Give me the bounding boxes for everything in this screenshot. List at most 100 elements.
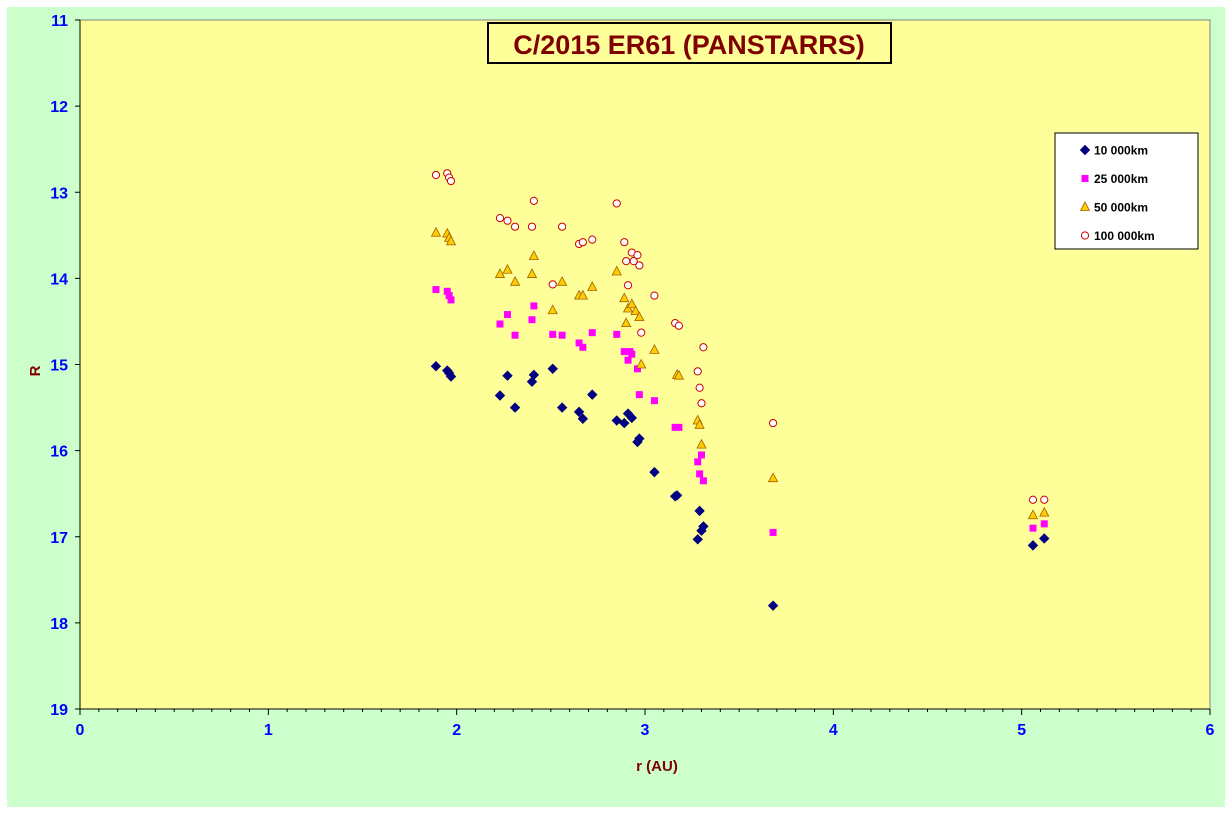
legend-label: 10 000km — [1094, 144, 1148, 158]
data-point — [558, 331, 566, 339]
legend: 10 000km 25 000km 50 000km 100 000km — [1054, 132, 1199, 250]
data-point — [494, 268, 506, 278]
data-point — [634, 433, 645, 444]
data-point — [509, 275, 521, 286]
legend-marker — [1081, 175, 1089, 182]
x-tick-label: 1 — [264, 722, 273, 739]
data-point — [698, 451, 705, 459]
data-point — [673, 369, 685, 380]
data-point — [443, 287, 451, 295]
data-point — [496, 320, 504, 328]
data-point — [620, 348, 628, 356]
y-tick-label: 14 — [50, 271, 68, 288]
data-point — [671, 490, 683, 501]
data-point — [573, 406, 585, 418]
data-point — [696, 438, 707, 449]
data-points — [430, 169, 1050, 611]
data-point — [432, 286, 440, 294]
data-point — [626, 298, 637, 309]
data-point — [696, 470, 704, 478]
data-point — [577, 413, 589, 424]
data-point — [445, 292, 453, 300]
data-point — [1040, 520, 1048, 528]
legend-label: 25 000km — [1094, 172, 1148, 186]
data-point — [575, 339, 583, 347]
y-tick-label: 13 — [50, 185, 68, 202]
data-point — [621, 317, 632, 328]
data-point — [1027, 540, 1039, 551]
data-point — [495, 213, 505, 223]
y-tick-label: 12 — [50, 99, 68, 116]
data-point — [693, 367, 702, 376]
x-axis-title: r (AU) — [636, 758, 678, 775]
data-point — [579, 343, 587, 351]
data-point — [612, 199, 621, 208]
data-point — [622, 257, 631, 266]
data-point — [699, 343, 708, 352]
data-point — [430, 361, 442, 372]
data-point — [623, 281, 633, 290]
data-point — [611, 415, 622, 426]
data-point — [613, 330, 621, 338]
data-point — [635, 261, 644, 270]
data-point — [587, 281, 598, 291]
data-point — [649, 344, 660, 354]
data-point — [445, 235, 457, 246]
data-point — [502, 263, 513, 274]
data-point — [1028, 495, 1038, 504]
data-point — [556, 402, 568, 413]
data-point — [637, 328, 646, 337]
data-point — [620, 238, 629, 247]
data-point — [626, 412, 638, 424]
data-point — [619, 417, 630, 429]
data-point — [530, 302, 538, 310]
series-2 — [432, 286, 1048, 536]
data-point — [628, 350, 636, 358]
legend-label: 50 000km — [1094, 201, 1148, 215]
data-point — [446, 176, 456, 186]
legend-marker — [1079, 201, 1091, 211]
plot-area — [79, 19, 1211, 710]
data-point — [1039, 533, 1050, 544]
y-axis-title: R — [27, 365, 44, 376]
data-point — [548, 280, 557, 289]
data-point — [633, 251, 642, 260]
series-3 — [430, 226, 1050, 520]
legend-box — [1054, 132, 1199, 250]
x-tick-label: 4 — [829, 722, 838, 739]
data-point — [447, 296, 455, 304]
data-point — [675, 423, 683, 431]
y-tick-label: 15 — [50, 358, 68, 375]
x-tick-label: 0 — [76, 722, 85, 739]
data-point — [634, 311, 645, 322]
x-tick-label: 3 — [641, 722, 650, 739]
data-point — [547, 304, 558, 315]
data-point — [558, 222, 567, 231]
data-point — [698, 521, 709, 532]
y-tick-label: 19 — [50, 702, 68, 719]
data-point — [445, 371, 457, 382]
data-point — [630, 305, 641, 316]
data-point — [1027, 509, 1039, 520]
data-point — [767, 472, 779, 483]
y-tick-label: 11 — [51, 13, 68, 30]
data-point — [699, 477, 707, 485]
data-point — [619, 292, 630, 303]
data-point — [511, 331, 519, 339]
data-point — [635, 391, 643, 399]
legend-marker — [1080, 231, 1090, 240]
data-point — [527, 222, 537, 231]
y-tick-label: 18 — [50, 616, 68, 633]
data-point — [431, 170, 441, 180]
data-point — [650, 291, 659, 300]
data-point — [510, 222, 520, 231]
x-tick-label: 5 — [1017, 722, 1026, 739]
series-4 — [431, 169, 1049, 504]
data-point — [588, 329, 596, 337]
data-point — [692, 534, 703, 545]
data-point — [587, 389, 598, 400]
data-point — [504, 311, 512, 319]
data-point — [502, 370, 513, 381]
